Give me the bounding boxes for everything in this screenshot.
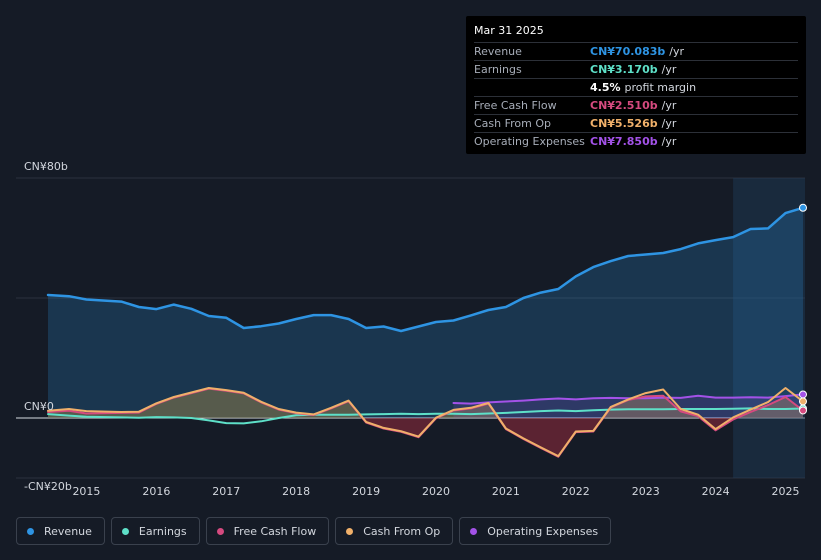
legend-item-operating-expenses[interactable]: Operating Expenses: [459, 517, 612, 545]
x-tick-label: 2018: [282, 485, 310, 498]
fcf-area-positive: [48, 388, 803, 418]
tooltip-row-label: Free Cash Flow: [474, 99, 557, 112]
x-tick-label: 2016: [142, 485, 170, 498]
tooltip-row: Operating Expenses CN¥7.850b/yr: [474, 132, 798, 150]
x-tick-label: 2021: [492, 485, 520, 498]
cfo-endpoint: [799, 397, 807, 406]
series-lines: [46, 206, 805, 458]
legend-item-revenue[interactable]: Revenue: [16, 517, 105, 545]
y-tick-label: CN¥0: [24, 400, 54, 413]
tooltip-row-unit: profit margin: [624, 81, 697, 94]
tooltip-date: Mar 31 2025: [474, 24, 544, 37]
legend-dot-icon: [346, 527, 354, 535]
tooltip-row-unit: /yr: [661, 135, 677, 148]
legend-item-earnings[interactable]: Earnings: [110, 517, 200, 545]
x-tick-label: 2023: [632, 485, 660, 498]
tooltip-row-label: Operating Expenses: [474, 135, 585, 148]
legend-label: Revenue: [44, 524, 92, 538]
revenue-area: [48, 207, 803, 418]
tooltip-row-value: CN¥5.526b: [590, 117, 658, 130]
fcf-endpoint: [799, 406, 807, 415]
tooltip-row-unit: /yr: [669, 45, 685, 58]
tooltip-row-label: Revenue: [474, 45, 522, 58]
tooltip-row: Earnings CN¥3.170b/yr: [474, 60, 798, 78]
legend-dot-icon: [470, 527, 478, 535]
y-axis-labels: CN¥80b CN¥0 -CN¥20b: [24, 160, 72, 493]
opex-endpoint: [799, 390, 807, 399]
x-tick-label: 2017: [212, 485, 240, 498]
tooltip-row-value: CN¥2.510b: [590, 99, 658, 112]
legend-item-free-cash-flow[interactable]: Free Cash Flow: [205, 517, 330, 545]
series-endpoints: [799, 203, 807, 415]
opex-line: [452, 393, 804, 405]
y-tick-label: CN¥80b: [24, 160, 68, 173]
revenue-endpoint: [799, 203, 807, 212]
legend-label: Free Cash Flow: [233, 524, 317, 538]
x-tick-label: 2015: [72, 485, 100, 498]
legend-label: Operating Expenses: [487, 524, 599, 538]
tooltip-row-label: Cash From Op: [474, 117, 552, 130]
data-tooltip: Mar 31 2025 Revenue CN¥70.083b/yr Earnings…: [466, 16, 806, 154]
tooltip-row-unit: /yr: [661, 63, 677, 76]
tooltip-row-unit: /yr: [661, 99, 677, 112]
legend-dot-icon: [27, 527, 34, 535]
legend-dot-icon: [216, 527, 224, 535]
tooltip-row-value: CN¥70.083b: [590, 45, 666, 58]
legend-dot-icon: [121, 527, 129, 535]
tooltip-row-value: CN¥3.170b: [590, 63, 658, 76]
chart-legend: Revenue Earnings Free Cash Flow Cash From O…: [16, 517, 612, 545]
tooltip-row-value: 4.5%: [590, 81, 621, 94]
tooltip-row: Free Cash Flow CN¥2.510b/yr: [474, 96, 798, 114]
tooltip-row-label: Earnings: [474, 63, 522, 76]
x-tick-label: 2024: [702, 485, 730, 498]
tooltip-rows: Revenue CN¥70.083b/yr Earnings CN¥3.170b/yr…: [474, 42, 798, 150]
x-tick-label: 2020: [422, 485, 450, 498]
legend-label: Cash From Op: [363, 524, 441, 538]
x-tick-label: 2019: [352, 485, 380, 498]
x-tick-label: 2022: [562, 485, 590, 498]
y-tick-label: -CN¥20b: [24, 480, 72, 493]
tooltip-row: 4.5% profit margin: [474, 78, 798, 96]
tooltip-row: Revenue CN¥70.083b/yr: [474, 42, 798, 60]
legend-label: Earnings: [138, 524, 187, 538]
legend-item-cash-from-op[interactable]: Cash From Op: [335, 517, 454, 545]
x-axis-labels: 2015 2016 2017 2018 2019 2020 2021 2022 2023 2024…: [72, 485, 799, 498]
revenue-line: [46, 206, 805, 333]
x-tick-label: 2025: [772, 485, 800, 498]
tooltip-row-value: CN¥7.850b: [590, 135, 658, 148]
tooltip-row: Cash From Op CN¥5.526b/yr: [474, 114, 798, 132]
cfo-line: [47, 387, 804, 458]
tooltip-row-unit: /yr: [661, 117, 677, 130]
